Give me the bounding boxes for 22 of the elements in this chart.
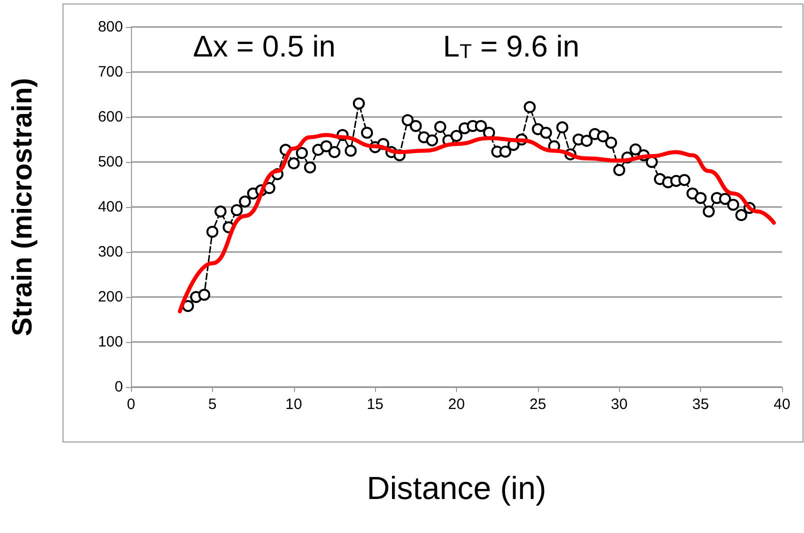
x-tick-label: 30 xyxy=(610,396,628,413)
x-axis-title: Distance (in) xyxy=(366,470,546,506)
y-tick-label: 300 xyxy=(98,244,123,260)
y-tick-label: 700 xyxy=(98,64,123,80)
y-tick-label: 100 xyxy=(98,334,123,350)
y-axis-title: Strain (microstrain) xyxy=(6,78,38,336)
y-tick-label: 200 xyxy=(98,288,123,306)
x-tick-label: 25 xyxy=(530,396,546,413)
y-tick-label: 500 xyxy=(98,154,123,170)
x-tick-label: 0 xyxy=(126,396,136,413)
x-tick-label: 40 xyxy=(774,396,790,413)
x-tick-label: 20 xyxy=(448,396,465,413)
y-tick-label: 400 xyxy=(98,198,123,216)
y-tick-label: 800 xyxy=(98,18,123,36)
x-tick-label: 15 xyxy=(366,396,384,413)
annotation: LT = 9.6 in xyxy=(443,30,580,64)
y-tick-label: 0 xyxy=(114,378,123,396)
x-tick-label: 35 xyxy=(692,396,709,413)
x-tick-label: 5 xyxy=(208,396,217,413)
x-tick-label: 10 xyxy=(285,396,302,413)
y-tick-label: 600 xyxy=(98,108,123,126)
annotation: Δx = 0.5 in xyxy=(193,30,336,64)
